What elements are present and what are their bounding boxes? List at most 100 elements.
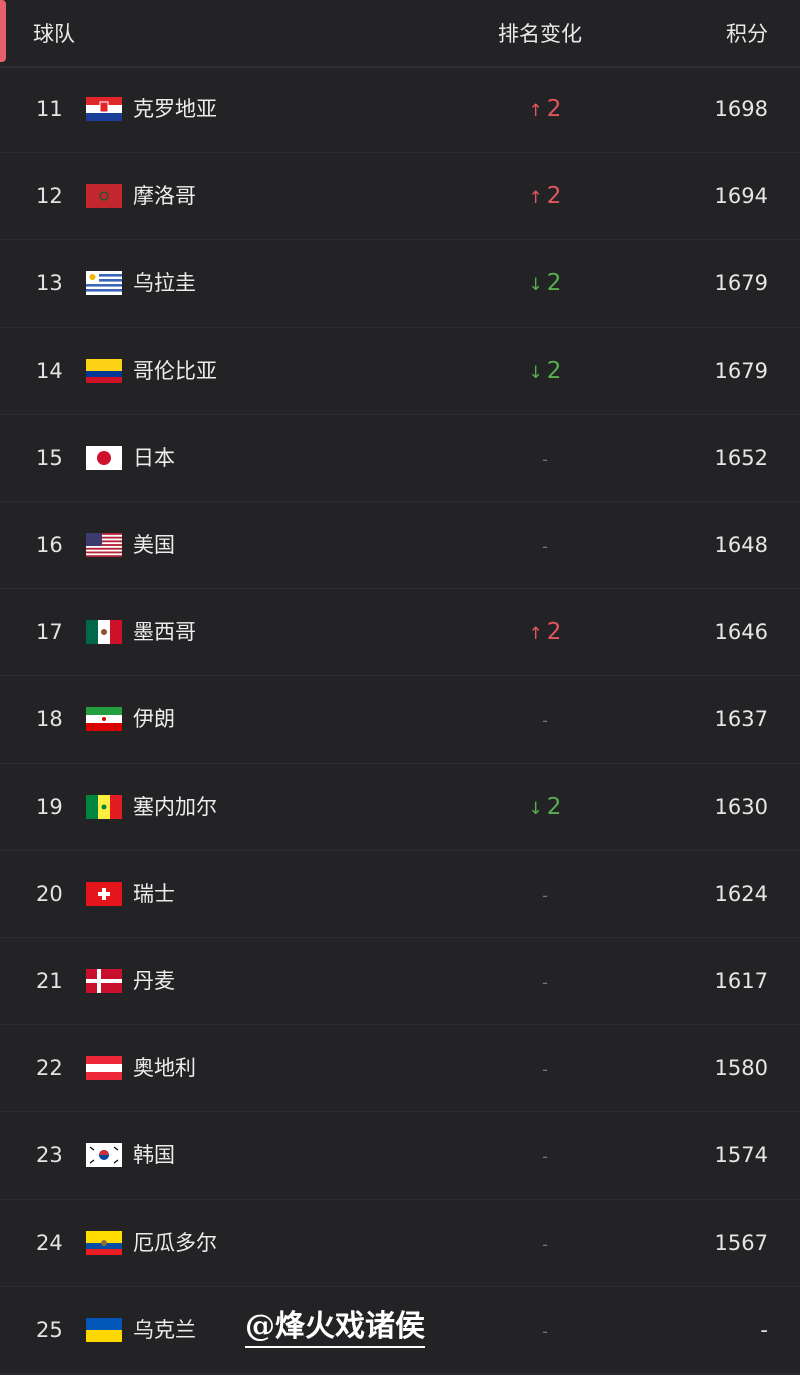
points: -: [760, 1317, 768, 1342]
rank-change: -: [500, 1112, 590, 1200]
rank-change: ↓ 2: [500, 328, 590, 416]
points: 1630: [714, 794, 768, 819]
no-change: -: [542, 1060, 548, 1080]
team-name[interactable]: 乌克兰: [133, 1317, 196, 1342]
table-row[interactable]: 22 奥地利 - 1580: [0, 1025, 800, 1113]
points: 1698: [714, 97, 768, 121]
points: 1580: [714, 1056, 768, 1081]
rank-change: -: [500, 502, 590, 590]
table-row[interactable]: 24 厄瓜多尔 - 1567: [0, 1200, 800, 1287]
team-name[interactable]: 伊朗: [133, 707, 175, 732]
table-row[interactable]: 21 丹麦 - 1617: [0, 938, 800, 1026]
rank-change: ↓ 2: [500, 240, 590, 328]
rank: 20: [36, 881, 63, 906]
team-name[interactable]: 奥地利: [133, 1056, 196, 1081]
rank-change: -: [500, 1200, 590, 1288]
rank-change: -: [500, 938, 590, 1026]
flag-ir-icon: [86, 707, 122, 732]
rank: 14: [36, 358, 63, 383]
flag-co-icon: [86, 358, 122, 383]
table-row[interactable]: 11 克罗地亚 ↑ 2 1698: [0, 66, 800, 154]
rank-change: -: [500, 1025, 590, 1113]
no-change: -: [542, 1321, 548, 1341]
table-row[interactable]: 23 韩国 - 1574: [0, 1112, 800, 1200]
team-name[interactable]: 瑞士: [133, 881, 175, 906]
team-name[interactable]: 哥伦比亚: [133, 358, 217, 383]
points: 1574: [714, 1143, 768, 1168]
no-change: -: [542, 537, 548, 556]
rank: 12: [36, 184, 63, 209]
arrow-down-icon: ↓: [528, 362, 543, 383]
rank: 18: [36, 707, 63, 732]
arrow-up-icon: ↑: [528, 101, 543, 121]
rank: 19: [36, 794, 63, 819]
table-row[interactable]: 14 哥伦比亚 ↓ 2 1679: [0, 328, 800, 415]
flag-hr-icon: [86, 97, 122, 121]
no-change: -: [542, 973, 548, 992]
team-name[interactable]: 丹麦: [133, 969, 175, 993]
rank: 25: [36, 1317, 63, 1342]
team-name[interactable]: 墨西哥: [133, 620, 196, 645]
flag-uy-icon: [86, 271, 122, 296]
change-value: 2: [546, 183, 562, 210]
no-change: -: [542, 1147, 548, 1167]
table-row[interactable]: 16 美国 - 1648: [0, 502, 800, 590]
flag-ua-icon: [86, 1317, 122, 1342]
team-name[interactable]: 摩洛哥: [133, 184, 196, 209]
table-row[interactable]: 12 摩洛哥 ↑ 2 1694: [0, 153, 800, 241]
no-change: -: [542, 449, 548, 469]
no-change: -: [542, 1234, 548, 1254]
rank: 21: [36, 969, 63, 993]
rank-change: -: [500, 851, 590, 939]
rank: 15: [36, 445, 63, 470]
points: 1679: [714, 358, 768, 383]
change-value: 2: [546, 357, 562, 384]
team-name[interactable]: 塞内加尔: [133, 794, 217, 819]
points: 1624: [714, 881, 768, 906]
table-row[interactable]: 20 瑞士 - 1624: [0, 851, 800, 938]
table-row[interactable]: 13 乌拉圭 ↓ 2 1679: [0, 240, 800, 328]
flag-jp-icon: [86, 445, 122, 470]
rank: 22: [36, 1056, 63, 1081]
points: 1679: [714, 271, 768, 296]
arrow-up-icon: ↑: [528, 624, 543, 645]
table-row[interactable]: 17 墨西哥 ↑ 2 1646: [0, 589, 800, 677]
team-name[interactable]: 克罗地亚: [133, 97, 217, 121]
points: 1637: [714, 707, 768, 732]
rank: 24: [36, 1230, 63, 1255]
change-value: 2: [546, 270, 562, 297]
header-team[interactable]: 球队: [33, 22, 75, 46]
team-name[interactable]: 厄瓜多尔: [133, 1230, 217, 1255]
no-change: -: [542, 885, 548, 905]
flag-ec-icon: [86, 1230, 122, 1255]
flag-ma-icon: [86, 184, 122, 209]
flag-ch-icon: [86, 881, 122, 906]
team-name[interactable]: 日本: [133, 445, 175, 470]
rank: 13: [36, 271, 63, 296]
header-rank-change[interactable]: 排名变化: [498, 22, 582, 46]
table-row[interactable]: 15 日本 - 1652: [0, 415, 800, 502]
header-accent-bar: [0, 0, 6, 62]
points: 1648: [714, 533, 768, 557]
flag-at-icon: [86, 1056, 122, 1081]
points: 1694: [714, 184, 768, 209]
watermark: @烽火戏诸侯: [245, 1308, 425, 1348]
rank-change: ↑ 2: [500, 66, 590, 154]
team-name[interactable]: 乌拉圭: [133, 271, 196, 296]
team-name[interactable]: 美国: [133, 533, 175, 557]
header-points[interactable]: 积分: [726, 22, 768, 46]
rank-change: -: [500, 676, 590, 764]
table-row[interactable]: 19 塞内加尔 ↓ 2 1630: [0, 764, 800, 851]
rank: 11: [36, 97, 63, 121]
table-row[interactable]: 18 伊朗 - 1637: [0, 676, 800, 764]
flag-sn-icon: [86, 794, 122, 819]
rank: 23: [36, 1143, 63, 1168]
team-name[interactable]: 韩国: [133, 1143, 175, 1168]
table-header: 球队 排名变化 积分: [0, 0, 800, 68]
rank: 17: [36, 620, 63, 645]
rank-change: -: [500, 415, 590, 503]
no-change: -: [542, 711, 548, 731]
points: 1567: [714, 1230, 768, 1255]
arrow-down-icon: ↓: [528, 275, 543, 296]
rank-change: ↑ 2: [500, 589, 590, 677]
